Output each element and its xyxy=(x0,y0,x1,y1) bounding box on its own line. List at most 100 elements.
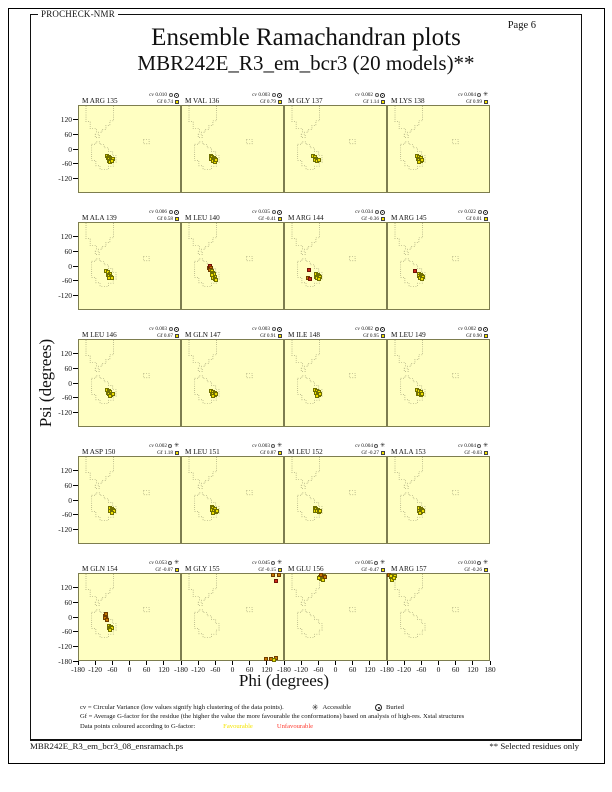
legend-cv-text: cv = Circular Variance (low values signi… xyxy=(80,704,284,711)
ramachandran-plot xyxy=(387,222,490,310)
gf-colour-square xyxy=(483,333,488,339)
x-tick xyxy=(403,661,405,665)
y-tick-label: 0 xyxy=(68,261,72,271)
data-point xyxy=(214,158,219,163)
gf-text: Gf 0.90 xyxy=(466,332,482,339)
ramachandran-plot xyxy=(181,456,284,544)
ramachandran-plot xyxy=(181,339,284,427)
plot-header: M LEU 140 cv 0.035 Gf -0.41 xyxy=(181,203,284,222)
y-tick xyxy=(73,133,78,135)
legend-gf-text: Gf = Average G-factor for the residue (t… xyxy=(80,713,465,721)
gf-text: Gf -0.15 xyxy=(258,566,276,573)
x-tick xyxy=(386,661,388,665)
legend-gf-row: Gf = Average G-factor for the residue (t… xyxy=(80,712,560,721)
data-point xyxy=(276,572,281,577)
ramachandran-plot xyxy=(387,456,490,544)
x-tick-label: -120 xyxy=(88,665,103,674)
x-tick-label: 120 xyxy=(158,665,170,674)
cv-text: cv 0.004 xyxy=(458,92,476,99)
y-tick xyxy=(73,250,78,252)
y-tick xyxy=(73,119,78,121)
cv-text: cv 0.006 xyxy=(149,209,167,216)
cv-text: cv 0.035 xyxy=(252,209,270,216)
x-tick-label: -180 xyxy=(71,665,85,674)
plot-header: M GLY 137 cv 0.002 Gf 1.14 xyxy=(284,86,387,105)
plot-header: M ALA 153 cv 0.004 ✳ Gf -0.03 xyxy=(387,437,490,456)
legend-unfavourable-label: Unfavourable xyxy=(276,722,314,730)
legend-block: cv = Circular Variance (low values signi… xyxy=(80,703,560,731)
x-tick-label: 0 xyxy=(436,665,441,674)
ramachandran-plot xyxy=(284,456,387,544)
residue-label: M LEU 146 xyxy=(82,331,117,339)
plot-stats: cv 0.003 Gf 0.79 xyxy=(252,92,282,105)
x-tick xyxy=(283,661,285,665)
accessible-icon: ✳ xyxy=(311,702,319,712)
cv-text: cv 0.022 xyxy=(458,209,476,216)
y-tick xyxy=(73,645,78,647)
y-tick xyxy=(73,294,78,296)
cv-value: cv 0.003 xyxy=(252,92,282,98)
data-point xyxy=(107,393,112,398)
page-title: Ensemble Ramachandran plots xyxy=(151,24,461,51)
gf-value: Gf 0.87 xyxy=(252,450,282,456)
cv-dial-icon xyxy=(271,210,276,215)
accessible-icon: ✳ xyxy=(482,559,488,567)
gf-colour-square xyxy=(380,333,385,339)
ramachandran-plot xyxy=(387,339,490,427)
y-tick-label: 0 xyxy=(68,144,72,154)
x-tick xyxy=(300,661,302,665)
data-point xyxy=(214,278,219,283)
y-tick-label: -60 xyxy=(62,159,72,169)
gf-text: Gf 0.01 xyxy=(466,215,482,222)
cv-dial-icon xyxy=(477,93,482,98)
cv-value: cv 0.006 xyxy=(149,209,179,215)
plot-stats: cv 0.003 Gf 0.91 xyxy=(252,326,282,339)
x-tick xyxy=(197,661,199,665)
buried-icon xyxy=(174,209,179,215)
gf-value: Gf 0.74 xyxy=(149,99,179,105)
gf-colour-square xyxy=(483,567,488,573)
gf-text: Gf 0.58 xyxy=(157,215,173,222)
cv-value: cv 0.002 ✳ xyxy=(149,443,179,449)
gf-colour-square xyxy=(277,567,282,573)
ramachandran-regions xyxy=(291,457,356,521)
residue-label: M ILE 148 xyxy=(288,331,320,339)
buried-icon xyxy=(380,92,385,98)
y-tick-label: 60 xyxy=(64,246,73,256)
data-point xyxy=(314,393,319,398)
cv-value: cv 0.004 ✳ xyxy=(355,443,385,449)
cv-value: cv 0.002 xyxy=(355,326,385,332)
cv-dial-icon xyxy=(271,561,276,566)
buried-icon xyxy=(277,326,282,332)
data-point xyxy=(109,510,114,515)
cv-dial-icon xyxy=(168,93,173,98)
ramachandran-plot xyxy=(387,572,490,661)
y-tick-label: -120 xyxy=(58,173,72,183)
y-tick xyxy=(73,353,78,355)
gf-value: Gf 0.90 xyxy=(458,333,488,339)
cv-dial-icon xyxy=(271,444,276,449)
ramachandran-regions xyxy=(291,106,356,170)
x-tick-label: -60 xyxy=(313,665,324,674)
cv-text: cv 0.003 xyxy=(252,443,270,450)
cv-text: cv 0.053 xyxy=(149,560,167,567)
plot-stats: cv 0.005 ✳ Gf -0.47 xyxy=(355,560,385,573)
residue-label: M LEU 151 xyxy=(185,448,220,456)
y-tick xyxy=(73,382,78,384)
buried-icon xyxy=(380,209,385,215)
cv-dial-icon xyxy=(477,210,482,215)
x-tick-label: -60 xyxy=(107,665,118,674)
data-point xyxy=(316,277,321,282)
gf-value: Gf 0.91 xyxy=(252,333,282,339)
legend-buried-label: Buried xyxy=(386,704,404,711)
plot-header: M GLY 155 cv 0.045 ✳ Gf -0.15 xyxy=(181,554,284,573)
y-tick xyxy=(73,397,78,399)
cv-text: cv 0.002 xyxy=(149,443,167,450)
y-tick xyxy=(73,148,78,150)
gf-colour-square xyxy=(174,450,179,456)
gf-text: Gf 0.87 xyxy=(260,449,276,456)
data-point xyxy=(214,508,219,513)
plot-header: M LEU 151 cv 0.003 ✳ Gf 0.87 xyxy=(181,437,284,456)
y-tick-label: 60 xyxy=(64,129,73,139)
